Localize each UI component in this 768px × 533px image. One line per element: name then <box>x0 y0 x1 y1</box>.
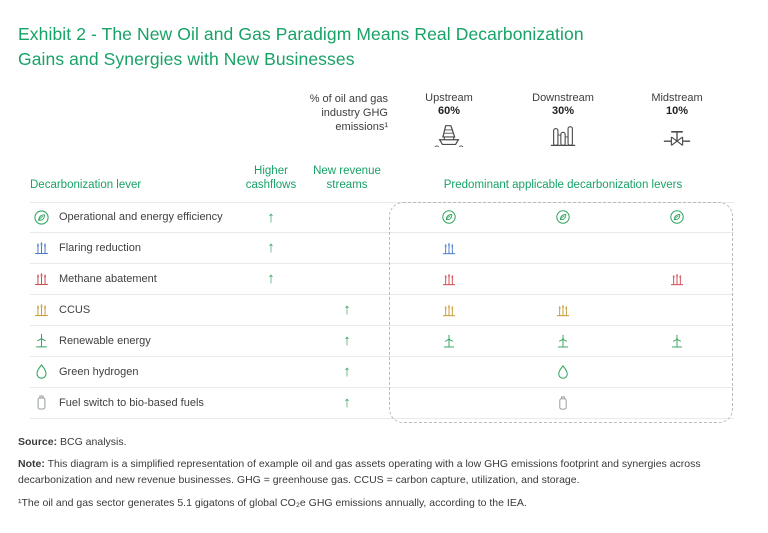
lever-label: Fuel switch to bio-based fuels <box>59 396 204 409</box>
wind-turbine-icon <box>33 332 50 349</box>
up-arrow-icon: ↑ <box>267 239 275 257</box>
up-arrow-icon: ↑ <box>343 363 351 381</box>
segment-midstream: Midstream 10% <box>620 92 734 151</box>
methane-icon <box>33 270 50 287</box>
refinery-icon <box>546 121 580 151</box>
source-note: Source: BCG analysis. <box>18 435 127 448</box>
table-row: Operational and energy efficiency ↑ <box>30 201 734 233</box>
up-arrow-icon: ↑ <box>343 301 351 319</box>
up-arrow-icon: ↑ <box>343 394 351 412</box>
table-row: Flaring reduction ↑ <box>30 233 734 264</box>
lever-matrix: % of oil and gas industry GHG emissions¹… <box>30 92 734 423</box>
efficiency-leaf-icon <box>555 209 571 225</box>
segment-downstream: Downstream 30% <box>506 92 620 151</box>
efficiency-leaf-icon <box>669 209 685 225</box>
table-row: Methane abatement ↑ <box>30 264 734 295</box>
oil-rig-icon <box>432 121 466 151</box>
fuel-canister-icon <box>33 394 50 411</box>
flaring-icon <box>441 240 457 256</box>
table-row: Renewable energy ↑ <box>30 326 734 357</box>
segment-share: 30% <box>551 104 575 117</box>
page-title-line1: Exhibit 2 - The New Oil and Gas Paradigm… <box>18 24 584 44</box>
footnote: ¹The oil and gas sector generates 5.1 gi… <box>18 496 527 509</box>
segment-header-row: % of oil and gas industry GHG emissions¹… <box>30 92 734 156</box>
footer: Source: BCG analysis. Note: This diagram… <box>18 435 742 512</box>
ghg-emissions-header: % of oil and gas industry GHG emissions¹ <box>309 92 388 134</box>
page-title: Exhibit 2 - The New Oil and Gas Paradigm… <box>18 22 750 72</box>
table-row: Green hydrogen ↑ <box>30 357 734 388</box>
lever-label: Operational and energy efficiency <box>59 211 223 224</box>
segment-name: Midstream <box>651 91 703 104</box>
lever-label: Flaring reduction <box>59 241 141 254</box>
methane-icon <box>669 271 685 287</box>
segment-upstream: Upstream 60% <box>392 92 506 151</box>
efficiency-leaf-icon <box>33 209 50 226</box>
column-header-new-revenue: New revenue streams <box>313 164 381 192</box>
ccus-icon <box>441 302 457 318</box>
table-row: CCUS ↑ <box>30 295 734 326</box>
wind-turbine-icon <box>555 333 571 349</box>
up-arrow-icon: ↑ <box>343 332 351 350</box>
ccus-icon <box>555 302 571 318</box>
page-title-line2: Gains and Synergies with New Businesses <box>18 48 355 69</box>
segment-share: 60% <box>437 104 461 117</box>
column-header-row: Decarbonization lever Higher cashflows N… <box>30 156 734 202</box>
column-header-predominant: Predominant applicable decarbonization l… <box>443 179 683 192</box>
lever-label: Green hydrogen <box>59 365 139 378</box>
flaring-icon <box>33 239 50 256</box>
table-row: Fuel switch to bio-based fuels ↑ <box>30 388 734 419</box>
segment-name: Upstream <box>425 91 473 104</box>
ccus-icon <box>33 301 50 318</box>
methane-icon <box>441 271 457 287</box>
segment-share: 10% <box>665 104 689 117</box>
pipeline-valve-icon <box>660 121 694 151</box>
fuel-canister-icon <box>555 395 571 411</box>
up-arrow-icon: ↑ <box>267 208 275 226</box>
column-header-lever: Decarbonization lever <box>30 179 142 192</box>
lever-label: Methane abatement <box>59 272 157 285</box>
droplet-icon <box>555 364 571 380</box>
wind-turbine-icon <box>669 333 685 349</box>
up-arrow-icon: ↑ <box>267 270 275 288</box>
segment-name: Downstream <box>532 91 594 104</box>
droplet-icon <box>33 363 50 380</box>
note-text: Note: This diagram is a simplified repre… <box>18 458 701 487</box>
wind-turbine-icon <box>441 333 457 349</box>
column-header-higher-cashflows: Higher cashflows <box>245 164 297 192</box>
lever-label: CCUS <box>59 303 91 316</box>
lever-label: Renewable energy <box>59 334 151 347</box>
efficiency-leaf-icon <box>441 209 457 225</box>
